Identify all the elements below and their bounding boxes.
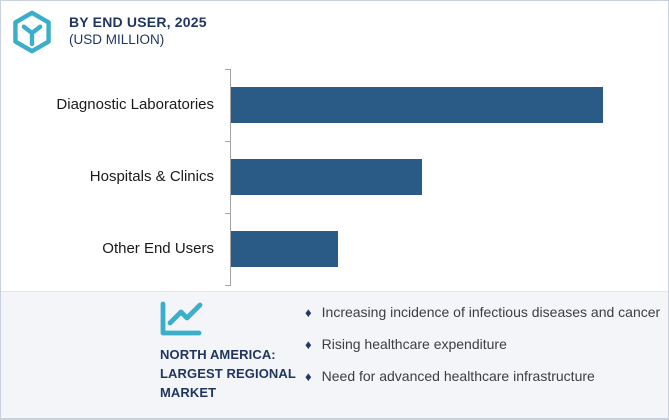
category-axis-line	[230, 69, 231, 285]
diamond-bullet-icon: ♦	[305, 369, 312, 384]
category-label: Hospitals & Clinics	[89, 168, 214, 186]
axis-tick	[225, 140, 231, 142]
axis-tick	[225, 212, 231, 214]
bar-hospitals-clinics	[231, 159, 422, 195]
list-item: ♦ Need for advanced healthcare infrastru…	[305, 365, 665, 388]
diamond-bullet-icon: ♦	[305, 305, 312, 320]
bar-row: Diagnostic Laboratories	[1, 69, 668, 141]
bullet-text: Rising healthcare expenditure	[321, 336, 507, 352]
category-label: Other End Users	[102, 240, 214, 258]
diamond-bullet-icon: ♦	[305, 337, 312, 352]
line-chart-icon	[160, 301, 203, 336]
category-label: Diagnostic Laboratories	[56, 96, 214, 114]
bar-row: Other End Users	[1, 213, 668, 285]
bullet-text: Increasing incidence of infectious disea…	[321, 304, 661, 320]
bar-diagnostic-laboratories	[231, 87, 603, 123]
footer-heading: NORTH AMERICA: LARGEST REGIONAL MARKET	[160, 347, 296, 400]
list-item: ♦ Increasing incidence of infectious dis…	[305, 301, 665, 324]
bullet-text: Need for advanced healthcare infrastruct…	[321, 368, 595, 384]
axis-tick	[225, 284, 231, 286]
footer-panel: NORTH AMERICA: LARGEST REGIONAL MARKET ♦…	[1, 291, 668, 418]
bar-row: Hospitals & Clinics	[1, 141, 668, 213]
header: BY END USER, 2025 (USD MILLION)	[9, 9, 207, 55]
bar-other-end-users	[231, 231, 339, 267]
list-item: ♦ Rising healthcare expenditure	[305, 333, 665, 356]
hexagon-cube-icon	[13, 10, 51, 54]
chart-title-block: BY END USER, 2025 (USD MILLION)	[69, 14, 207, 47]
axis-tick	[225, 68, 231, 70]
chart-title: BY END USER, 2025	[69, 14, 207, 30]
chart-subtitle: (USD MILLION)	[69, 32, 165, 47]
key-drivers-list: ♦ Increasing incidence of infectious dis…	[305, 301, 665, 397]
